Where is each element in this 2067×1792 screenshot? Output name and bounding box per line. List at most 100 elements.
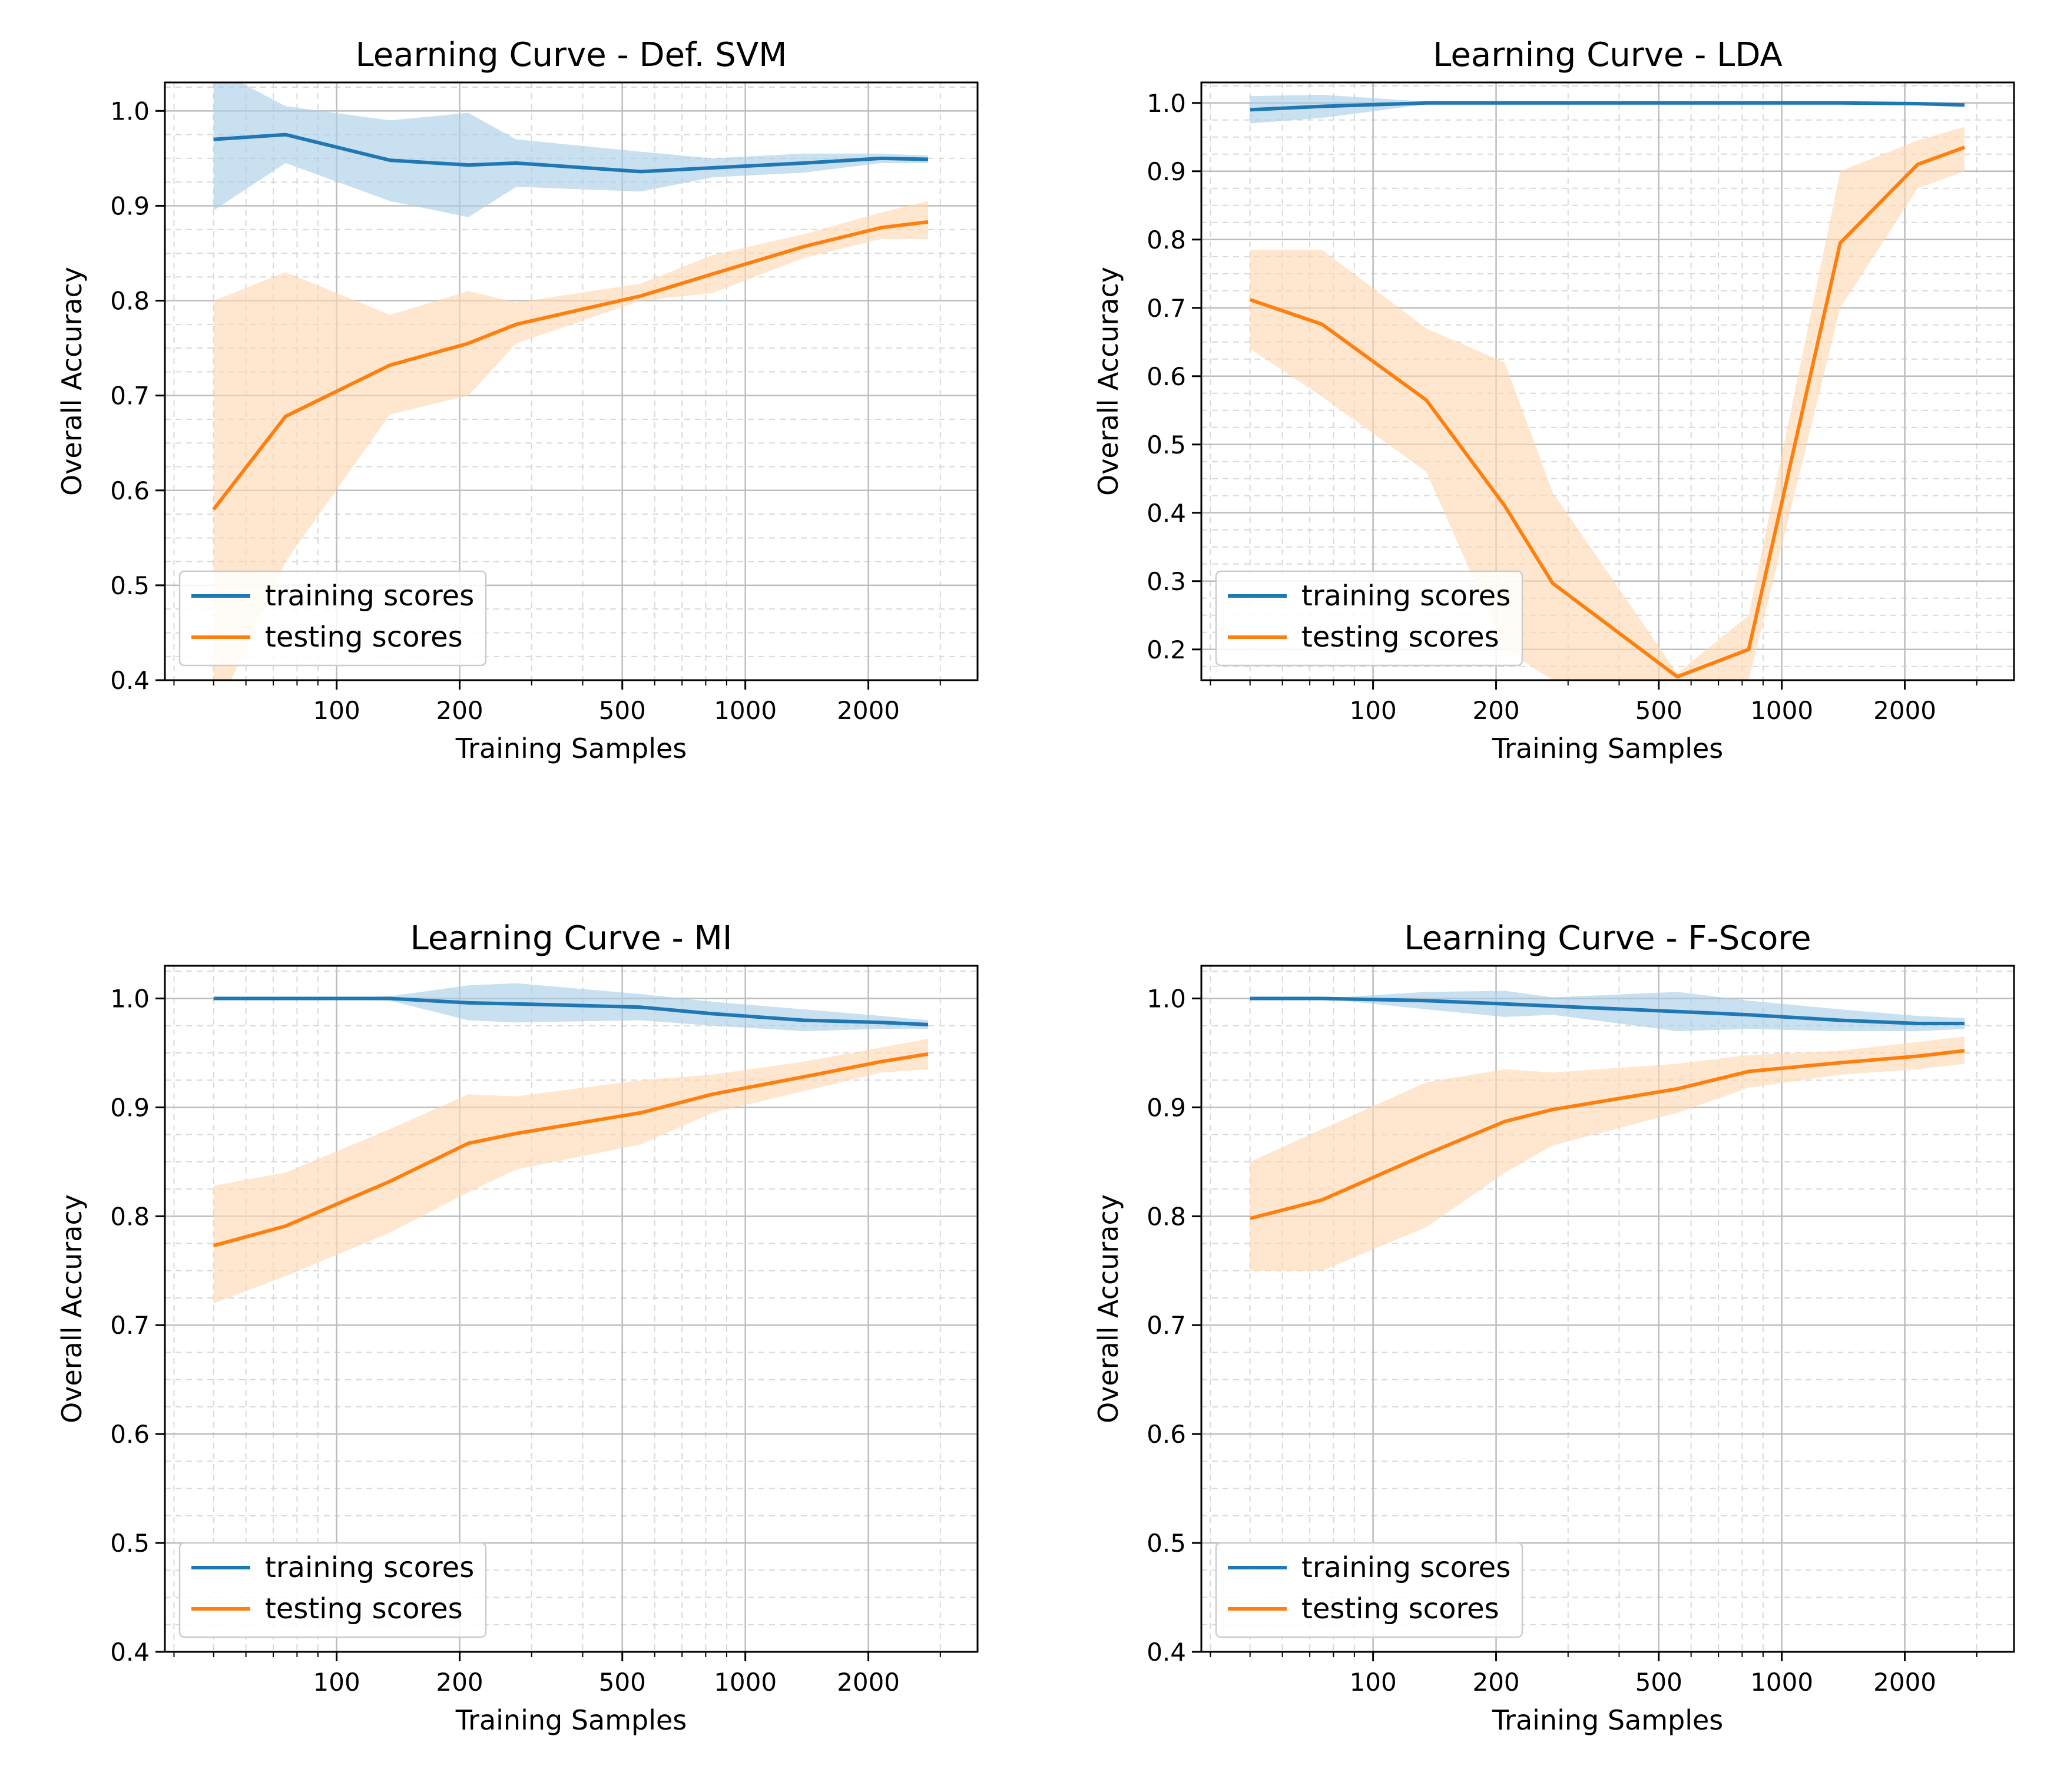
x-tick-label: 500 [599, 696, 646, 725]
x-tick-label: 200 [1472, 1668, 1519, 1697]
y-tick-label: 1.0 [110, 97, 150, 125]
series-group-lda [1249, 94, 1966, 680]
x-tick-label: 2000 [1873, 1668, 1936, 1697]
y-tick-label: 0.8 [110, 1202, 150, 1231]
x-tick-label: 500 [1635, 696, 1682, 725]
legend-box [1215, 570, 1523, 667]
series-group-fscore [1249, 991, 1965, 1271]
y-tick-label: 0.5 [110, 571, 150, 600]
y-axis-label: Overall Accuracy [56, 1194, 88, 1423]
legend: training scores testing scores [1215, 1542, 1523, 1638]
plot-frame [1200, 965, 2015, 1653]
legend-label-testing: testing scores [265, 621, 463, 654]
x-tick-label: 200 [436, 1668, 483, 1697]
y-tick-label: 0.7 [110, 1311, 150, 1340]
chart-title: Learning Curve - Def. SVM [356, 36, 787, 74]
testing-scores-line [1249, 145, 1966, 679]
y-tick-label: 0.4 [110, 666, 150, 695]
testing-score-band [213, 201, 928, 680]
legend-label-training: training scores [1301, 579, 1510, 612]
x-tick-label: 2000 [837, 1668, 900, 1697]
training-score-band [1250, 94, 1965, 124]
plot-frame [164, 81, 979, 681]
testing-scores-line [213, 1052, 929, 1248]
testing-scores-line [1249, 1049, 1965, 1220]
training-scores-line [1250, 996, 1965, 1025]
legend: training scores testing scores [1215, 570, 1523, 667]
training-scores-line [1250, 101, 1965, 112]
legend-label-training: training scores [265, 579, 474, 612]
testing-score-band [1250, 1036, 1965, 1271]
x-axis-label: Training Samples [455, 1704, 687, 1736]
x-tick-label: 100 [313, 1668, 360, 1697]
legend-label-training: training scores [1301, 1551, 1510, 1584]
y-tick-label: 0.3 [1147, 567, 1186, 596]
training-scores-line [213, 996, 929, 1026]
y-tick-label: 0.8 [1147, 1202, 1186, 1231]
legend: training scores testing scores [178, 570, 487, 667]
y-axis-label: Overall Accuracy [1092, 1194, 1124, 1423]
y-tick-label: 0.8 [110, 287, 150, 316]
y-tick-label: 1.0 [1147, 984, 1186, 1013]
legend-box [178, 1542, 487, 1638]
y-tick-label: 1.0 [1147, 89, 1186, 118]
x-axis-label: Training Samples [1492, 1704, 1724, 1736]
legend-label-testing: testing scores [1301, 621, 1499, 654]
testing-scores-line [212, 220, 929, 511]
y-tick-label: 0.6 [1147, 1420, 1186, 1449]
x-axis-label: Training Samples [455, 733, 687, 764]
chart-title: Learning Curve - MI [410, 919, 733, 958]
x-tick-label: 500 [1635, 1668, 1682, 1697]
x-tick-label: 200 [1472, 696, 1519, 725]
y-tick-label: 0.7 [110, 382, 150, 410]
x-tick-label: 2000 [837, 696, 900, 725]
chart-fscore: 100 200 500 1000 2000 0.4 0.5 0.6 0.7 0.8 0.9 1.0 Le… [1092, 919, 2015, 1736]
y-tick-label: 0.9 [110, 191, 150, 220]
x-tick-label: 200 [436, 696, 483, 725]
grid-mi [165, 966, 978, 1653]
y-tick-label: 0.5 [110, 1529, 150, 1558]
y-tick-label: 0.6 [110, 1420, 150, 1449]
x-tick-label: 100 [1350, 696, 1397, 725]
chart-title: Learning Curve - LDA [1433, 36, 1783, 74]
plot-frame [1200, 81, 2015, 681]
testing-score-band [213, 1038, 929, 1304]
x-tick-label: 2000 [1873, 696, 1936, 725]
y-tick-label: 0.4 [110, 1638, 150, 1667]
y-tick-label: 0.5 [1147, 430, 1186, 459]
y-tick-label: 0.4 [1147, 1638, 1186, 1667]
y-axis-label: Overall Accuracy [56, 267, 88, 496]
y-tick-label: 0.9 [110, 1093, 150, 1122]
series-group-svm [212, 82, 929, 680]
x-tick-label: 500 [599, 1668, 646, 1697]
plot-frame [164, 965, 979, 1653]
y-axis-label: Overall Accuracy [1092, 267, 1124, 496]
testing-score-band [1250, 127, 1965, 680]
y-tick-label: 0.7 [1147, 294, 1186, 323]
chart-lda: 100 200 500 1000 2000 0.2 0.3 0.4 0.5 0.6 0.7 0.8 0.… [1092, 36, 2015, 764]
y-tick-label: 0.8 [1147, 226, 1186, 254]
legend-box [178, 570, 487, 667]
series-group-mi [213, 983, 929, 1304]
x-tick-label: 100 [313, 696, 360, 725]
x-axis-label: Training Samples [1492, 733, 1724, 764]
legend-label-testing: testing scores [1301, 1592, 1499, 1625]
y-tick-label: 0.6 [110, 476, 150, 505]
training-score-band [213, 82, 928, 217]
legend-label-training: training scores [265, 1551, 474, 1584]
legend-box [1215, 1542, 1523, 1638]
x-tick-label: 1000 [714, 1668, 777, 1697]
y-tick-label: 0.5 [1147, 1529, 1186, 1558]
y-tick-label: 0.9 [1147, 1093, 1186, 1122]
y-tick-label: 1.0 [110, 984, 150, 1013]
x-tick-label: 1000 [714, 696, 777, 725]
training-score-band [213, 983, 929, 1031]
training-scores-line [213, 133, 929, 174]
legend: training scores testing scores [178, 1542, 487, 1638]
x-tick-label: 100 [1350, 1668, 1397, 1697]
x-tick-label: 1000 [1750, 696, 1813, 725]
legend-label-testing: testing scores [265, 1592, 463, 1625]
y-tick-label: 0.4 [1147, 499, 1186, 528]
y-tick-label: 0.2 [1147, 635, 1186, 664]
